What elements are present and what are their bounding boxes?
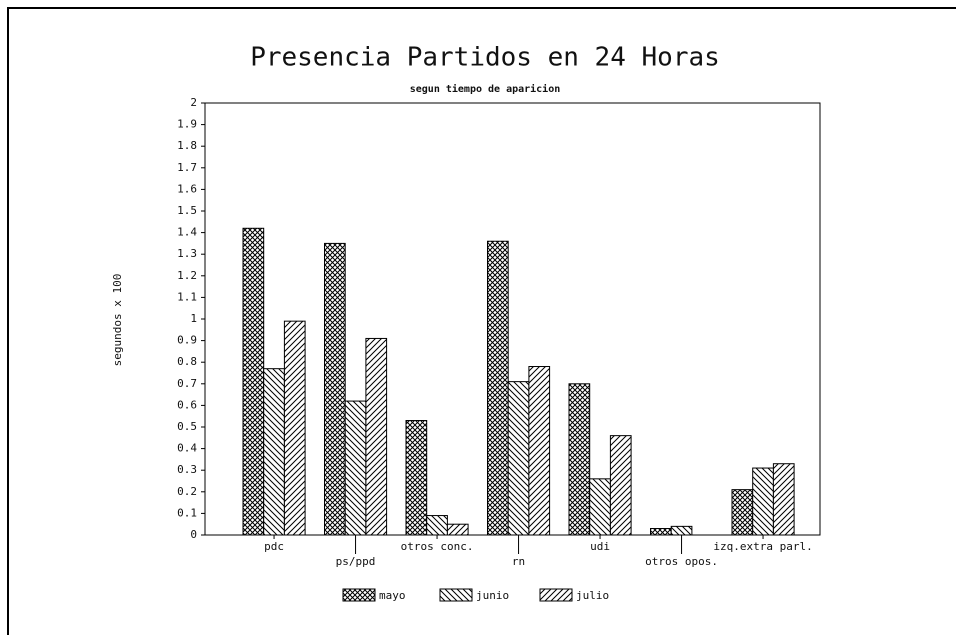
frame (7, 7, 956, 635)
bar (670, 525, 693, 536)
bar (283, 320, 306, 536)
legend-label: junio (476, 589, 509, 602)
bar (507, 381, 530, 536)
x-tick-label: udi (590, 540, 610, 553)
x-tick-label: otros conc. (401, 540, 474, 553)
y-tick-label: 0.6 (177, 398, 197, 411)
y-tick-label: 1.6 (177, 182, 197, 195)
legend-swatch (539, 588, 573, 602)
bar (752, 467, 774, 536)
y-tick-label: 0.5 (177, 420, 197, 433)
y-tick-label: 0.4 (177, 442, 197, 455)
bar (242, 227, 265, 536)
y-tick-label: 2 (190, 96, 197, 109)
y-tick-label: 1.2 (177, 269, 197, 282)
chart-title: Presencia Partidos en 24 Horas (250, 43, 720, 73)
x-tick-label: rn (512, 555, 525, 568)
y-tick-label: 1.5 (177, 204, 197, 217)
bar (609, 435, 632, 536)
bar (365, 337, 388, 536)
y-tick-label: 0.3 (177, 463, 197, 476)
y-tick-label: 1.9 (177, 118, 197, 131)
y-tick-label: 1.8 (177, 139, 197, 152)
y-tick-label: 1.4 (177, 226, 197, 239)
chart-subtitle: segun tiempo de aparicion (410, 83, 561, 95)
legend-swatch (439, 588, 473, 602)
y-tick-label: 0 (190, 528, 197, 541)
bar (772, 463, 795, 536)
y-tick-label: 1 (190, 312, 197, 325)
x-tick-label: ps/ppd (336, 555, 376, 568)
legend-label: julio (576, 589, 609, 602)
x-tick-label: otros opos. (645, 555, 718, 568)
x-tick-label: pdc (264, 540, 284, 553)
y-tick-label: 0.7 (177, 377, 197, 390)
y-tick-label: 1.1 (177, 290, 197, 303)
bar (344, 400, 367, 536)
y-tick-label: 0.1 (177, 506, 197, 519)
y-tick-label: 0.9 (177, 334, 197, 347)
bar (528, 366, 551, 536)
y-tick-label: 1.3 (177, 247, 197, 260)
bar (405, 420, 428, 536)
x-tick-label: izq.extra parl. (713, 540, 812, 553)
bar (263, 368, 285, 536)
bar (446, 523, 469, 536)
bar (568, 383, 591, 536)
y-tick-label: 0.8 (177, 355, 197, 368)
bar (487, 240, 509, 536)
bar (324, 242, 346, 536)
bar (589, 478, 611, 536)
legend-label: mayo (379, 589, 406, 602)
bar (650, 528, 672, 536)
legend-swatch (342, 588, 376, 602)
y-tick-label: 1.7 (177, 161, 197, 174)
bar (426, 515, 448, 536)
bar (731, 489, 754, 536)
y-axis-label: segundos x 100 (111, 274, 124, 367)
y-tick-label: 0.2 (177, 485, 197, 498)
